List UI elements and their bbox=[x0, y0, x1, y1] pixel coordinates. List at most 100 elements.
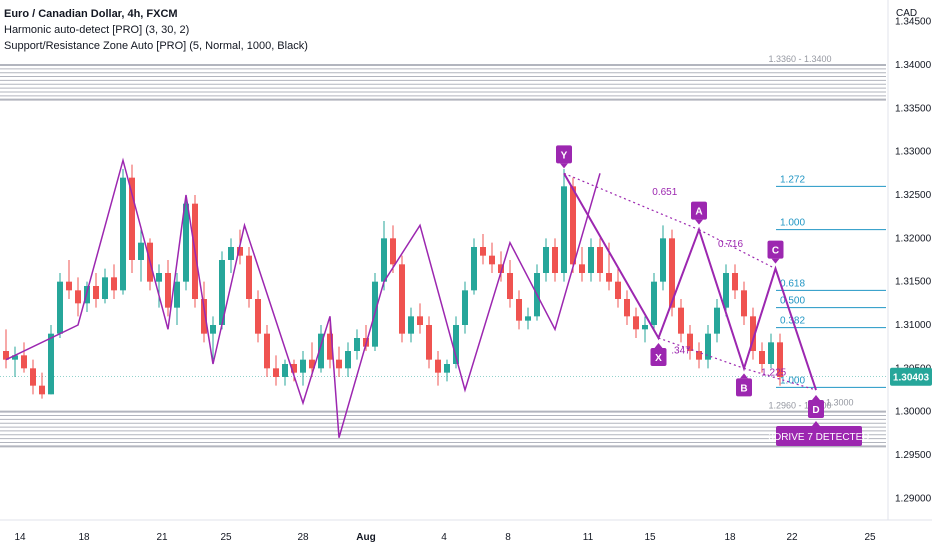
candle-body bbox=[552, 247, 558, 273]
candle-body bbox=[273, 368, 279, 377]
candle-body bbox=[714, 307, 720, 334]
candle-body bbox=[705, 333, 711, 360]
candle-body bbox=[354, 338, 360, 351]
y-tick-label: 1.31000 bbox=[895, 320, 932, 331]
pattern-legs bbox=[563, 172, 817, 391]
point-label: C bbox=[772, 246, 779, 257]
sr-zone-label: 1.2960 - 1.3000 bbox=[768, 401, 831, 411]
candle-body bbox=[12, 355, 18, 360]
x-tick-label: 8 bbox=[505, 532, 511, 543]
pattern-point-d: D bbox=[808, 395, 824, 418]
candle-body bbox=[210, 325, 216, 334]
candle-body bbox=[543, 247, 549, 273]
candle-body bbox=[255, 299, 261, 334]
x-tick-label: 25 bbox=[220, 532, 232, 543]
candle-body bbox=[462, 290, 468, 325]
candle-body bbox=[606, 273, 612, 282]
y-tick-label: 1.34500 bbox=[895, 17, 932, 28]
candle-body bbox=[453, 325, 459, 364]
candle-body bbox=[732, 273, 738, 291]
point-badge bbox=[650, 348, 667, 366]
ratio-label: 1.225 bbox=[761, 367, 786, 378]
candle-body bbox=[390, 238, 396, 265]
point-label: D bbox=[812, 405, 819, 416]
sr-zone-label: 1.3360 - 1.3400 bbox=[768, 54, 831, 64]
sr-zones: 1.3360 - 1.3400 1.2960 - 1.3000 bbox=[0, 54, 886, 448]
candle-body bbox=[615, 281, 621, 299]
candle-body bbox=[57, 281, 63, 334]
point-badge bbox=[736, 378, 752, 397]
candle-body bbox=[138, 242, 144, 260]
point-badge-arrow bbox=[695, 219, 703, 225]
candle-body bbox=[489, 255, 495, 265]
candle-body bbox=[75, 290, 81, 304]
point-badge-arrow bbox=[654, 343, 663, 348]
detected-badge-arrow bbox=[812, 421, 820, 426]
y-tick-label: 1.29000 bbox=[895, 493, 932, 504]
candle-body bbox=[471, 247, 477, 291]
candle-body bbox=[480, 247, 486, 256]
candle-body bbox=[516, 299, 522, 321]
candle-body bbox=[201, 299, 207, 334]
point-badge-arrow bbox=[740, 373, 748, 379]
candle-body bbox=[525, 316, 531, 321]
candle-body bbox=[408, 316, 414, 334]
y-tick-label: 1.31500 bbox=[895, 277, 932, 288]
point-badge bbox=[556, 145, 572, 164]
candle-body bbox=[381, 238, 387, 282]
y-tick-label: 1.33500 bbox=[895, 103, 932, 114]
candle-body bbox=[39, 385, 45, 395]
candle-body bbox=[759, 351, 765, 364]
point-badge-arrow bbox=[812, 395, 820, 400]
candle-body bbox=[750, 316, 756, 351]
indicator-sr-zone[interactable]: Support/Resistance Zone Auto [PRO] (5, N… bbox=[4, 40, 308, 52]
pattern-point-b: B bbox=[736, 373, 752, 397]
fib-label: 0.618 bbox=[780, 278, 805, 289]
x-tick-label: 11 bbox=[583, 532, 594, 543]
x-tick-label: 28 bbox=[297, 532, 309, 543]
x-tick-label: 18 bbox=[724, 532, 736, 543]
candle-body bbox=[687, 333, 693, 351]
x-tick-label: 4 bbox=[441, 532, 447, 543]
ratio-label: .347 bbox=[671, 346, 691, 357]
candle-body bbox=[669, 238, 675, 308]
x-tick-label: 18 bbox=[78, 532, 90, 543]
zigzag-line bbox=[5, 157, 601, 438]
point-badge-arrow bbox=[771, 258, 780, 264]
candle-body bbox=[93, 286, 99, 299]
prz-label: 1.3000 bbox=[826, 398, 854, 408]
point-badge bbox=[808, 400, 824, 418]
x-tick-label: 15 bbox=[644, 532, 656, 543]
point-label: B bbox=[740, 383, 747, 394]
ratio-label: 0.651 bbox=[652, 187, 677, 198]
candle-body bbox=[561, 186, 567, 273]
candle-body bbox=[156, 273, 162, 282]
candle-body bbox=[768, 342, 774, 364]
candle-body bbox=[696, 351, 702, 360]
pattern-point-y: Y bbox=[556, 145, 572, 169]
y-tick-label: 1.29500 bbox=[895, 450, 932, 461]
x-tick-label: 14 bbox=[14, 532, 26, 543]
y-tick-label: 1.33000 bbox=[895, 147, 932, 158]
candle-body bbox=[66, 281, 72, 291]
point-label: A bbox=[695, 207, 702, 218]
candle-body bbox=[246, 255, 252, 299]
candle-body bbox=[498, 264, 504, 273]
point-badge bbox=[691, 201, 707, 220]
symbol-title[interactable]: Euro / Canadian Dollar, 4h, FXCM bbox=[4, 8, 178, 20]
pattern-point-x: X bbox=[650, 343, 667, 366]
candle-body bbox=[237, 247, 243, 256]
indicator-harmonic[interactable]: Harmonic auto-detect [PRO] (3, 30, 2) bbox=[4, 24, 190, 36]
candle-body bbox=[741, 290, 747, 317]
candle-body bbox=[444, 364, 450, 373]
candle-body bbox=[336, 359, 342, 369]
candle-body bbox=[345, 351, 351, 369]
candle-body bbox=[21, 355, 27, 369]
candle-body bbox=[777, 342, 783, 377]
candle-body bbox=[30, 368, 36, 386]
ratio-label: 0.716 bbox=[718, 239, 743, 250]
last-price-badge bbox=[890, 367, 932, 386]
point-badge-arrow bbox=[560, 163, 568, 169]
candle-body bbox=[660, 238, 666, 282]
